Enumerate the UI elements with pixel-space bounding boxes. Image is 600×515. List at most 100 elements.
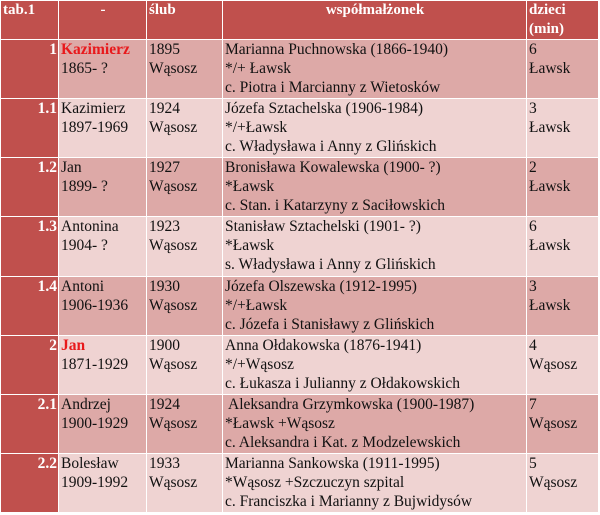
children-place: Ławsk	[529, 119, 571, 137]
row-number: 1	[0, 38, 59, 100]
marriage-place: Wąsosz	[149, 296, 198, 314]
person-cell: Andrzej 1900-1929	[58, 393, 147, 454]
children-cell: 4 Wąsosz	[526, 334, 599, 395]
header-spouse: współmałżonek	[222, 0, 527, 40]
spouse-name: Aleksandra Grzymkowska (1900-1987)	[225, 395, 475, 413]
person-years: 1899- ?	[61, 178, 108, 196]
person-years: 1865- ?	[61, 60, 108, 77]
person-name: Bolesław	[61, 454, 119, 472]
spouse-name: Józefa Olszewska (1912-1995)	[225, 277, 417, 295]
row-number: 1.3	[0, 216, 59, 277]
table-row: 1.4 Antoni 1906-1936 1930 Wąsosz Józefa Olsze…	[0, 275, 599, 336]
marriage-place: Wąsosz	[149, 237, 198, 255]
spouse-cell: Aleksandra Grzymkowska (1900-1987) *Ławsk…	[222, 393, 527, 454]
spouse-life: *Wąsosz +Szczuczyn szpital	[225, 473, 405, 491]
header-children-line1: dzieci	[529, 2, 566, 18]
table-row: 2.2 Bolesław 1909-1992 1933 Wąsosz Marianna S…	[0, 452, 599, 514]
spouse-cell: Anna Ołdakowska (1876-1941) */+Wąsosz c. Ł…	[222, 334, 527, 395]
marriage-year: 1924	[149, 395, 180, 413]
person-name: Jan	[61, 336, 86, 354]
spouse-name: Marianna Puchnowska (1866-1940)	[225, 41, 448, 58]
spouse-cell: Józefa Sztachelska (1906-1984) */+Ławsk c.…	[222, 98, 527, 159]
children-cell: 2 Ławsk	[526, 157, 599, 218]
spouse-parents: c. Józefa i Stanisławy z Glińskich	[225, 315, 435, 333]
marriage-year: 1930	[149, 277, 180, 295]
children-count: 6	[529, 218, 537, 236]
children-cell: 6 Ławsk	[526, 38, 599, 100]
children-count: 3	[529, 277, 537, 295]
children-cell: 3 Ławsk	[526, 275, 599, 336]
person-cell: Kazimierz 1865- ?	[58, 38, 147, 100]
person-cell: Jan 1871-1929	[58, 334, 147, 395]
person-name: Antonina	[61, 218, 119, 236]
marriage-place: Wąsosz	[149, 178, 198, 196]
header-children: dzieci (min)	[526, 0, 599, 40]
person-name: Andrzej	[61, 395, 111, 413]
children-count: 2	[529, 159, 537, 177]
children-count: 5	[529, 454, 537, 472]
spouse-name: Stanisław Sztachelski (1901- ?)	[225, 218, 421, 236]
marriage-place: Wąsosz	[149, 473, 198, 491]
children-count: 4	[529, 336, 537, 354]
row-number: 2	[0, 334, 59, 395]
spouse-life: *Ławsk	[225, 237, 275, 255]
table-row: 1.3 Antonina 1904- ? 1923 Wąsosz Stanisław Sz…	[0, 216, 599, 277]
table-row: 2.1 Andrzej 1900-1929 1924 Wąsosz Aleksandra…	[0, 393, 599, 454]
row-number: 2.1	[0, 393, 59, 454]
spouse-cell: Józefa Olszewska (1912-1995) */+Ławsk c. J…	[222, 275, 527, 336]
person-years: 1904- ?	[61, 237, 108, 255]
marriage-place: Wąsosz	[149, 119, 198, 137]
marriage-place: Wąsosz	[149, 355, 198, 373]
spouse-cell: Marianna Puchnowska (1866-1940) */+ Ławsk…	[222, 38, 527, 100]
spouse-name: Bronisława Kowalewska (1900- ?)	[225, 159, 441, 177]
children-cell: 6 Ławsk	[526, 216, 599, 277]
spouse-cell: Stanisław Sztachelski (1901- ?) *Ławsk s. …	[222, 216, 527, 277]
children-count: 6	[529, 41, 537, 58]
person-cell: Antonina 1904- ?	[58, 216, 147, 277]
children-place: Ławsk	[529, 296, 571, 314]
table-row: 2 Jan 1871-1929 1900 Wąsosz Anna Ołdakowska (…	[0, 334, 599, 395]
marriage-place: Wąsosz	[149, 414, 198, 432]
spouse-life: */+ Ławsk	[225, 60, 291, 77]
marriage-year: 1900	[149, 336, 180, 354]
header-person: -	[58, 0, 147, 40]
person-name: Antoni	[61, 277, 105, 295]
marriage-cell: 1923 Wąsosz	[146, 216, 223, 277]
header-tab: tab.1	[0, 0, 59, 40]
children-place: Ławsk	[529, 237, 571, 255]
spouse-cell: Marianna Sankowska (1911-1995) *Wąsosz +S…	[222, 452, 527, 514]
spouse-life: */+Ławsk	[225, 296, 288, 314]
person-years: 1906-1936	[61, 296, 129, 314]
header-marriage: ślub	[146, 0, 223, 40]
spouse-life: */+Ławsk	[225, 119, 288, 137]
marriage-year: 1895	[149, 41, 180, 58]
person-name: Kazimierz	[61, 41, 130, 58]
person-years: 1871-1929	[61, 355, 129, 373]
marriage-year: 1924	[149, 100, 180, 118]
person-years: 1897-1969	[61, 119, 129, 137]
row-number: 1.2	[0, 157, 59, 218]
spouse-life: *Ławsk +Wąsosz	[225, 414, 335, 432]
children-cell: 7 Wąsosz	[526, 393, 599, 454]
row-number: 2.2	[0, 452, 59, 514]
person-cell: Antoni 1906-1936	[58, 275, 147, 336]
children-count: 3	[529, 100, 537, 118]
spouse-parents: c. Aleksandra i Kat. z Modzelewskich	[225, 433, 461, 451]
spouse-parents: c. Franciszka i Marianny z Bujwidysów	[225, 492, 473, 510]
spouse-life: *Ławsk	[225, 178, 275, 196]
person-cell: Jan 1899- ?	[58, 157, 147, 218]
header-row: tab.1 - ślub współmałżonek dzieci (min)	[0, 0, 599, 40]
spouse-name: Marianna Sankowska (1911-1995)	[225, 454, 440, 472]
marriage-cell: 1895 Wąsosz	[146, 38, 223, 100]
children-place: Ławsk	[529, 178, 571, 196]
table-body: 1 Kazimierz 1865- ? 1895 Wąsosz Marianna Puch…	[0, 38, 599, 514]
marriage-year: 1923	[149, 218, 180, 236]
table-header: tab.1 - ślub współmałżonek dzieci (min)	[0, 0, 599, 40]
header-children-line2: (min)	[529, 21, 564, 37]
table-row: 1 Kazimierz 1865- ? 1895 Wąsosz Marianna Puch…	[0, 38, 599, 100]
marriage-cell: 1924 Wąsosz	[146, 393, 223, 454]
children-place: Wąsosz	[529, 355, 578, 373]
children-cell: 5 Wąsosz	[526, 452, 599, 514]
row-number: 1.4	[0, 275, 59, 336]
